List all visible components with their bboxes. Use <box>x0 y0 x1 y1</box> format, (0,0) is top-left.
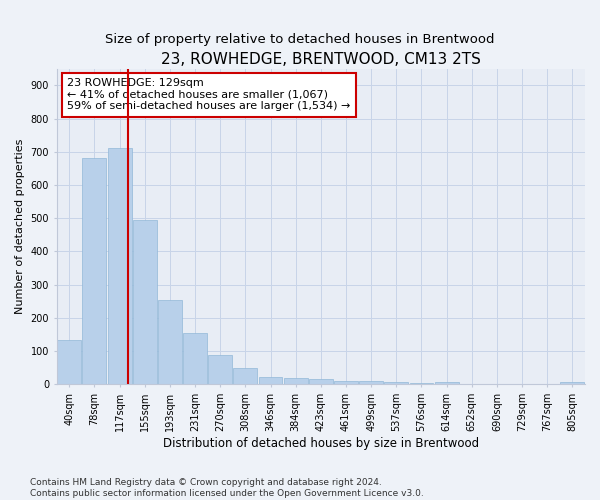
Bar <box>259 377 283 384</box>
Bar <box>82 158 106 384</box>
Title: 23, ROWHEDGE, BRENTWOOD, CM13 2TS: 23, ROWHEDGE, BRENTWOOD, CM13 2TS <box>161 52 481 68</box>
Text: 23 ROWHEDGE: 129sqm
← 41% of detached houses are smaller (1,067)
59% of semi-det: 23 ROWHEDGE: 129sqm ← 41% of detached ho… <box>67 78 350 112</box>
Bar <box>133 220 157 384</box>
Bar <box>309 380 333 384</box>
Text: Size of property relative to detached houses in Brentwood: Size of property relative to detached ho… <box>105 32 495 46</box>
Bar <box>560 382 584 384</box>
Bar <box>284 378 308 384</box>
Bar <box>107 148 131 384</box>
Text: Contains HM Land Registry data © Crown copyright and database right 2024.
Contai: Contains HM Land Registry data © Crown c… <box>30 478 424 498</box>
Bar <box>233 368 257 384</box>
Bar <box>385 382 408 384</box>
Bar <box>158 300 182 384</box>
Bar <box>359 381 383 384</box>
Y-axis label: Number of detached properties: Number of detached properties <box>15 139 25 314</box>
Bar <box>334 381 358 384</box>
Bar <box>58 340 81 384</box>
Bar <box>183 333 207 384</box>
X-axis label: Distribution of detached houses by size in Brentwood: Distribution of detached houses by size … <box>163 437 479 450</box>
Bar <box>434 382 458 384</box>
Bar <box>208 354 232 384</box>
